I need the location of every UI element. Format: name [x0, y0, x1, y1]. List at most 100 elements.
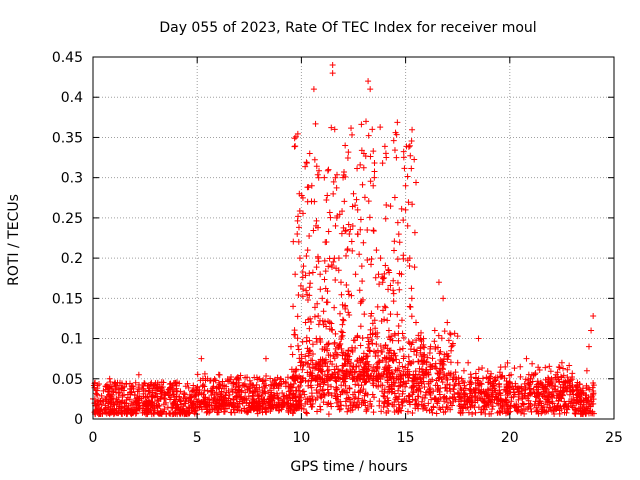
data-point [361, 311, 368, 318]
data-point [372, 331, 379, 338]
data-point [524, 395, 531, 402]
data-point [369, 340, 376, 347]
data-point [395, 387, 402, 394]
data-point [506, 379, 513, 386]
data-point [415, 358, 422, 365]
data-point [320, 308, 327, 315]
data-point [328, 262, 335, 269]
data-point [408, 313, 415, 320]
data-point [366, 214, 373, 221]
data-point [305, 350, 312, 357]
data-point [102, 402, 109, 409]
data-point [139, 382, 146, 389]
data-point [448, 343, 455, 350]
data-point [519, 390, 526, 397]
data-point [385, 397, 392, 404]
data-point [317, 359, 324, 366]
data-point [461, 391, 468, 398]
data-point [426, 350, 433, 357]
data-point [427, 385, 434, 392]
data-point [223, 383, 230, 390]
axis-ticks [92, 56, 615, 420]
data-point [407, 360, 414, 367]
data-point [141, 407, 148, 414]
data-point [441, 371, 448, 378]
data-point [333, 378, 340, 385]
data-point [484, 401, 491, 408]
y-tick-label: 0.05 [52, 372, 83, 388]
data-point [446, 330, 453, 337]
data-point [194, 387, 201, 394]
data-point [384, 394, 391, 401]
data-point [559, 392, 566, 399]
data-point [133, 410, 140, 417]
data-point [290, 395, 297, 402]
data-point [409, 396, 416, 403]
data-point [365, 363, 372, 370]
data-point [438, 335, 445, 342]
data-point [349, 366, 356, 373]
data-point [298, 378, 305, 385]
data-point [429, 355, 436, 362]
data-point [109, 391, 116, 398]
data-point [407, 303, 414, 310]
data-point [346, 385, 353, 392]
data-point [520, 400, 527, 407]
data-point [357, 300, 364, 307]
data-point [441, 393, 448, 400]
data-point [379, 160, 386, 167]
data-point [396, 393, 403, 400]
data-point [309, 361, 316, 368]
data-point [476, 395, 483, 402]
data-point [392, 380, 399, 387]
data-point [304, 410, 311, 417]
data-point [417, 336, 424, 343]
data-point [311, 313, 318, 320]
data-point [508, 394, 515, 401]
data-point [339, 208, 346, 215]
data-point [489, 403, 496, 410]
data-point [525, 400, 532, 407]
data-point [390, 290, 397, 297]
data-point [350, 401, 357, 408]
data-point [335, 374, 342, 381]
data-point [319, 363, 326, 370]
data-point [535, 386, 542, 393]
data-point [394, 367, 401, 374]
data-point [441, 351, 448, 358]
data-point [312, 375, 319, 382]
data-point [342, 142, 349, 149]
data-point [514, 385, 521, 392]
data-point [332, 330, 339, 337]
data-point [525, 371, 532, 378]
data-point [310, 227, 317, 234]
data-point [119, 392, 126, 399]
data-point [525, 382, 532, 389]
data-point [377, 255, 384, 262]
data-point [362, 359, 369, 366]
data-point [312, 222, 319, 229]
data-point [357, 323, 364, 330]
data-point [244, 374, 251, 381]
data-point [237, 372, 244, 379]
data-point [494, 374, 501, 381]
data-point [213, 385, 220, 392]
data-point [244, 409, 251, 416]
data-point [161, 389, 168, 396]
data-point [157, 395, 164, 402]
data-point [378, 408, 385, 415]
data-point [332, 174, 339, 181]
data-point [294, 230, 301, 237]
data-point [418, 401, 425, 408]
data-point [177, 397, 184, 404]
data-point [391, 238, 398, 245]
data-point [408, 295, 415, 302]
data-point [420, 341, 427, 348]
data-point [166, 410, 173, 417]
data-point [420, 372, 427, 379]
data-point [316, 362, 323, 369]
data-point [400, 255, 407, 262]
data-point [159, 409, 166, 416]
data-point [302, 163, 309, 170]
data-point [378, 348, 385, 355]
